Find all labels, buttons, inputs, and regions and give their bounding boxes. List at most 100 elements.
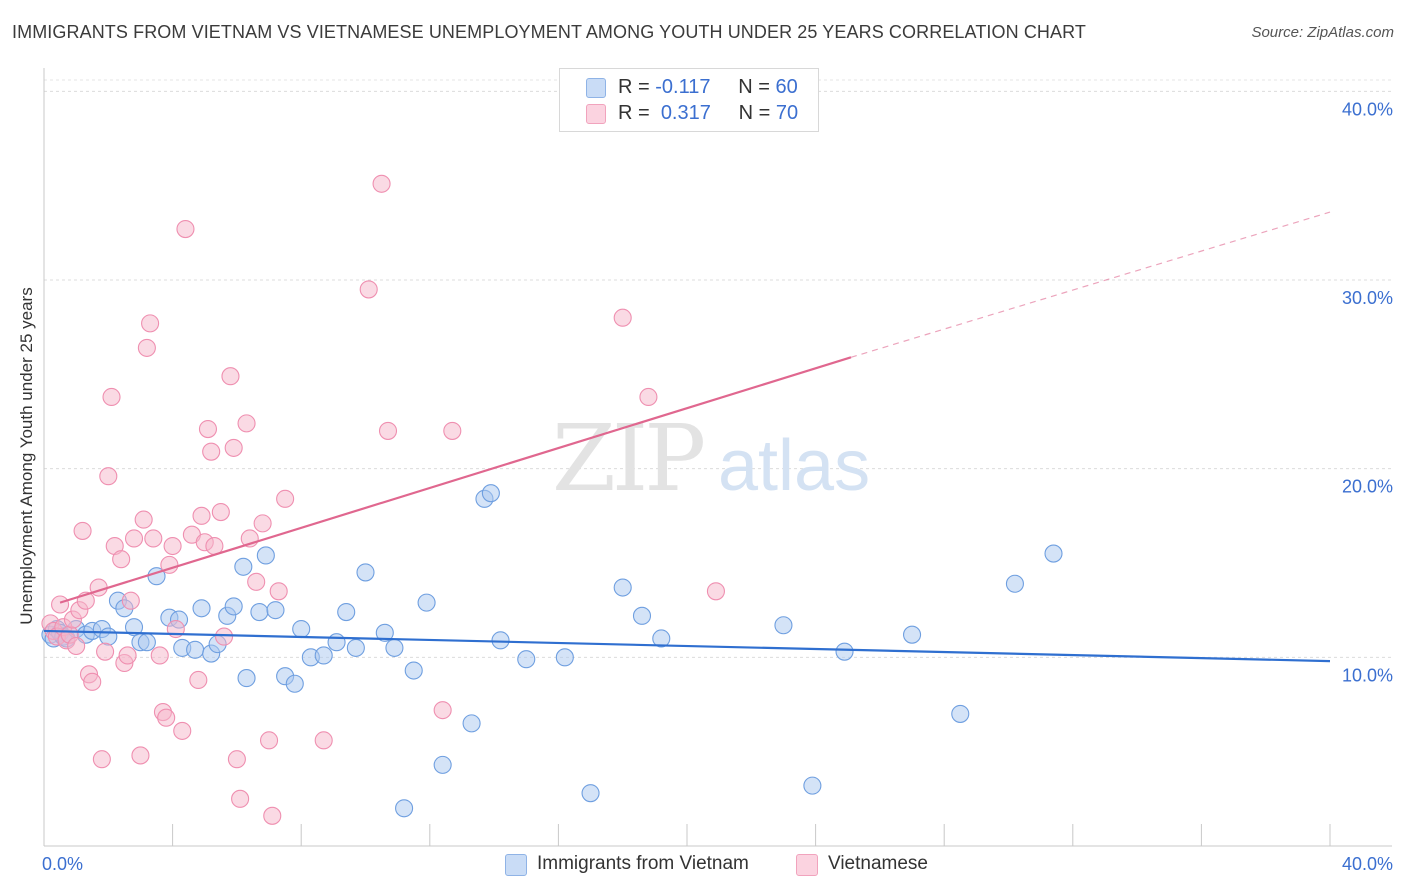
legend-swatch-blue bbox=[586, 78, 606, 98]
point-vietnamese bbox=[639, 387, 658, 407]
point-immigrants bbox=[1005, 574, 1024, 593]
point-vietnamese bbox=[192, 506, 211, 525]
point-immigrants bbox=[192, 599, 211, 618]
point-vietnamese bbox=[198, 419, 218, 439]
point-immigrants bbox=[517, 650, 536, 669]
y-tick-label: 30.0% bbox=[1342, 288, 1393, 308]
point-vietnamese bbox=[613, 308, 632, 327]
point-vietnamese bbox=[176, 219, 195, 239]
point-vietnamese bbox=[131, 746, 150, 765]
point-vietnamese bbox=[67, 636, 86, 656]
point-vietnamese bbox=[102, 387, 121, 407]
point-vietnamese bbox=[173, 721, 192, 740]
point-vietnamese bbox=[92, 750, 111, 769]
r-label: R = bbox=[618, 76, 650, 98]
point-immigrants bbox=[385, 638, 404, 657]
point-vietnamese bbox=[134, 510, 153, 529]
point-immigrants bbox=[835, 642, 854, 661]
chart-title: IMMIGRANTS FROM VIETNAM VS VIETNAMESE UN… bbox=[12, 22, 1086, 42]
point-immigrants bbox=[137, 633, 156, 652]
watermark-atlas: atlas bbox=[718, 426, 870, 506]
point-immigrants bbox=[481, 484, 500, 503]
point-vietnamese bbox=[121, 591, 140, 610]
point-immigrants bbox=[346, 638, 365, 657]
point-vietnamese bbox=[706, 582, 725, 601]
legend-label: Immigrants from Vietnam bbox=[537, 853, 749, 874]
point-vietnamese bbox=[247, 572, 266, 591]
point-vietnamese bbox=[372, 174, 391, 193]
point-immigrants bbox=[404, 661, 423, 680]
point-vietnamese bbox=[314, 731, 333, 750]
watermark: ZIP atlas bbox=[552, 405, 870, 512]
point-vietnamese bbox=[253, 514, 272, 533]
point-immigrants bbox=[803, 776, 822, 795]
point-vietnamese bbox=[237, 414, 256, 433]
axes bbox=[43, 68, 1392, 847]
trend-line-vietnamese bbox=[59, 356, 852, 604]
point-immigrants bbox=[266, 601, 285, 620]
point-immigrants bbox=[327, 633, 346, 652]
point-immigrants bbox=[581, 784, 600, 803]
trend-line-vietnamese-extension bbox=[850, 211, 1331, 358]
point-immigrants bbox=[234, 557, 253, 576]
point-immigrants bbox=[433, 755, 452, 774]
x-tick-label: 40.0% bbox=[1342, 854, 1393, 874]
n-label: N = bbox=[738, 102, 771, 124]
tick-labels: 10.0% 20.0% 30.0% 40.0% 0.0% 40.0% bbox=[42, 99, 1393, 874]
point-immigrants bbox=[417, 593, 436, 612]
point-immigrants bbox=[314, 646, 333, 665]
point-immigrants bbox=[1044, 544, 1063, 563]
point-immigrants bbox=[462, 714, 481, 733]
point-immigrants bbox=[774, 616, 793, 635]
point-immigrants bbox=[285, 674, 304, 693]
watermark-zip: ZIP bbox=[552, 405, 703, 512]
n-value: 60 bbox=[775, 76, 798, 98]
point-vietnamese bbox=[118, 646, 137, 665]
r-label: R = bbox=[618, 102, 650, 124]
r-value: 0.317 bbox=[660, 102, 711, 124]
point-immigrants bbox=[491, 631, 510, 650]
point-vietnamese bbox=[211, 503, 230, 522]
n-value: 70 bbox=[775, 102, 799, 124]
point-vietnamese bbox=[259, 731, 279, 750]
y-axis-label: Unemployment Among Youth under 25 years bbox=[17, 287, 36, 625]
point-vietnamese bbox=[359, 280, 378, 299]
point-immigrants bbox=[250, 602, 269, 622]
point-immigrants bbox=[292, 619, 311, 639]
point-immigrants bbox=[632, 606, 652, 625]
point-vietnamese bbox=[99, 467, 118, 486]
y-tick-label: 40.0% bbox=[1342, 99, 1393, 119]
point-vietnamese bbox=[378, 421, 398, 440]
point-immigrants bbox=[337, 602, 356, 622]
point-vietnamese bbox=[221, 367, 240, 386]
point-vietnamese bbox=[189, 670, 208, 690]
point-immigrants bbox=[652, 629, 671, 648]
point-vietnamese bbox=[224, 438, 243, 457]
trend-lines bbox=[43, 211, 1331, 663]
series-legend: Immigrants from Vietnam Vietnamese bbox=[0, 852, 1406, 878]
r-value: -0.117 bbox=[655, 76, 711, 98]
y-tick-label: 10.0% bbox=[1342, 665, 1393, 685]
x-tick-label: 0.0% bbox=[42, 854, 83, 874]
trend-line-immigrants bbox=[43, 629, 1331, 663]
point-vietnamese bbox=[124, 529, 144, 548]
point-vietnamese bbox=[276, 489, 295, 508]
point-vietnamese bbox=[443, 421, 462, 440]
y-tick-label: 20.0% bbox=[1342, 477, 1393, 497]
point-vietnamese bbox=[51, 595, 70, 614]
point-immigrants bbox=[224, 597, 243, 616]
point-vietnamese bbox=[433, 701, 452, 720]
point-immigrants bbox=[375, 623, 394, 642]
legend-swatch-pink bbox=[796, 854, 818, 876]
point-immigrants bbox=[256, 546, 275, 565]
legend-swatch-blue bbox=[505, 854, 527, 876]
point-immigrants bbox=[555, 648, 574, 667]
point-vietnamese bbox=[231, 789, 250, 808]
point-vietnamese bbox=[141, 314, 160, 333]
point-immigrants bbox=[951, 704, 970, 723]
point-immigrants bbox=[237, 669, 256, 688]
point-vietnamese bbox=[83, 672, 102, 691]
point-immigrants bbox=[356, 563, 375, 582]
point-vietnamese bbox=[227, 750, 246, 769]
